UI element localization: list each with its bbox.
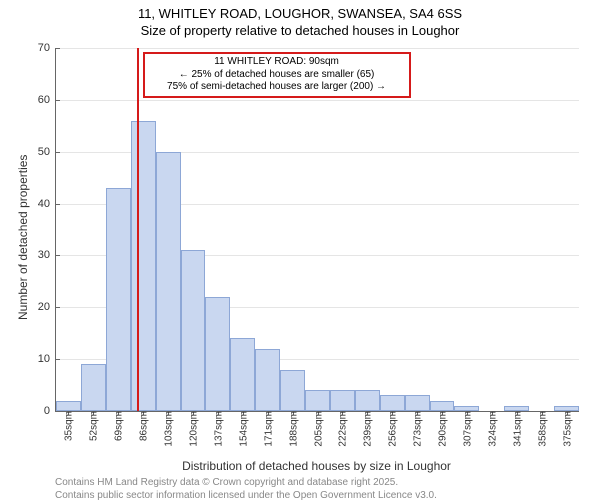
x-tick-label: 52sqm: [87, 411, 100, 441]
y-tick-label: 0: [44, 405, 56, 417]
x-tick-label: 307sqm: [460, 411, 473, 447]
x-tick-label: 154sqm: [236, 411, 249, 447]
histogram-bar: [131, 121, 156, 411]
x-axis-label: Distribution of detached houses by size …: [55, 459, 578, 473]
histogram-bar: [430, 401, 455, 411]
histogram-bar: [56, 401, 81, 411]
histogram-bar: [156, 152, 181, 411]
callout-line-3: 75% of semi-detached houses are larger (…: [151, 81, 403, 94]
histogram-bar: [181, 250, 206, 411]
x-tick-label: 69sqm: [112, 411, 125, 441]
y-gridline: [56, 48, 579, 49]
callout-box: 11 WHITLEY ROAD: 90sqm← 25% of detached …: [143, 52, 411, 98]
histogram-bar: [405, 395, 430, 411]
x-tick-label: 358sqm: [535, 411, 548, 447]
callout-line-2: ← 25% of detached houses are smaller (65…: [151, 69, 403, 82]
attribution-line-2: Contains public sector information licen…: [55, 490, 437, 502]
y-tick-label: 70: [38, 42, 56, 54]
histogram-bar: [355, 390, 380, 411]
x-tick-label: 222sqm: [336, 411, 349, 447]
x-tick-label: 86sqm: [137, 411, 150, 441]
reference-line: [137, 48, 139, 411]
x-tick-label: 188sqm: [286, 411, 299, 447]
title-line-2: Size of property relative to detached ho…: [0, 23, 600, 40]
x-tick-label: 137sqm: [211, 411, 224, 447]
x-tick-label: 341sqm: [510, 411, 523, 447]
histogram-bar: [305, 390, 330, 411]
title-block: 11, WHITLEY ROAD, LOUGHOR, SWANSEA, SA4 …: [0, 0, 600, 40]
x-tick-label: 205sqm: [311, 411, 324, 447]
attribution: Contains HM Land Registry data © Crown c…: [55, 477, 437, 502]
title-line-1: 11, WHITLEY ROAD, LOUGHOR, SWANSEA, SA4 …: [0, 6, 600, 23]
x-tick-label: 171sqm: [261, 411, 274, 447]
histogram-bar: [81, 364, 106, 411]
histogram-bar: [330, 390, 355, 411]
histogram-bar: [230, 338, 255, 411]
histogram-bar: [205, 297, 230, 411]
histogram-bar: [280, 370, 305, 411]
x-tick-label: 120sqm: [186, 411, 199, 447]
histogram-bar: [106, 188, 131, 411]
callout-line-1: 11 WHITLEY ROAD: 90sqm: [151, 56, 403, 69]
y-axis-label: Number of detached properties: [16, 154, 30, 319]
y-tick-label: 60: [38, 94, 56, 106]
x-tick-label: 103sqm: [162, 411, 175, 447]
plot-area: 01020304050607035sqm52sqm69sqm86sqm103sq…: [55, 48, 579, 412]
x-tick-label: 273sqm: [411, 411, 424, 447]
histogram-bar: [255, 349, 280, 411]
y-tick-label: 20: [38, 301, 56, 313]
chart-container: 11, WHITLEY ROAD, LOUGHOR, SWANSEA, SA4 …: [0, 0, 600, 500]
x-tick-label: 256sqm: [386, 411, 399, 447]
x-tick-label: 239sqm: [361, 411, 374, 447]
y-tick-label: 30: [38, 249, 56, 261]
x-tick-label: 35sqm: [62, 411, 75, 441]
y-tick-label: 40: [38, 198, 56, 210]
attribution-line-1: Contains HM Land Registry data © Crown c…: [55, 477, 437, 490]
x-tick-label: 375sqm: [560, 411, 573, 447]
y-gridline: [56, 100, 579, 101]
y-tick-label: 50: [38, 146, 56, 158]
histogram-bar: [380, 395, 405, 411]
x-tick-label: 290sqm: [436, 411, 449, 447]
x-tick-label: 324sqm: [485, 411, 498, 447]
y-tick-label: 10: [38, 353, 56, 365]
